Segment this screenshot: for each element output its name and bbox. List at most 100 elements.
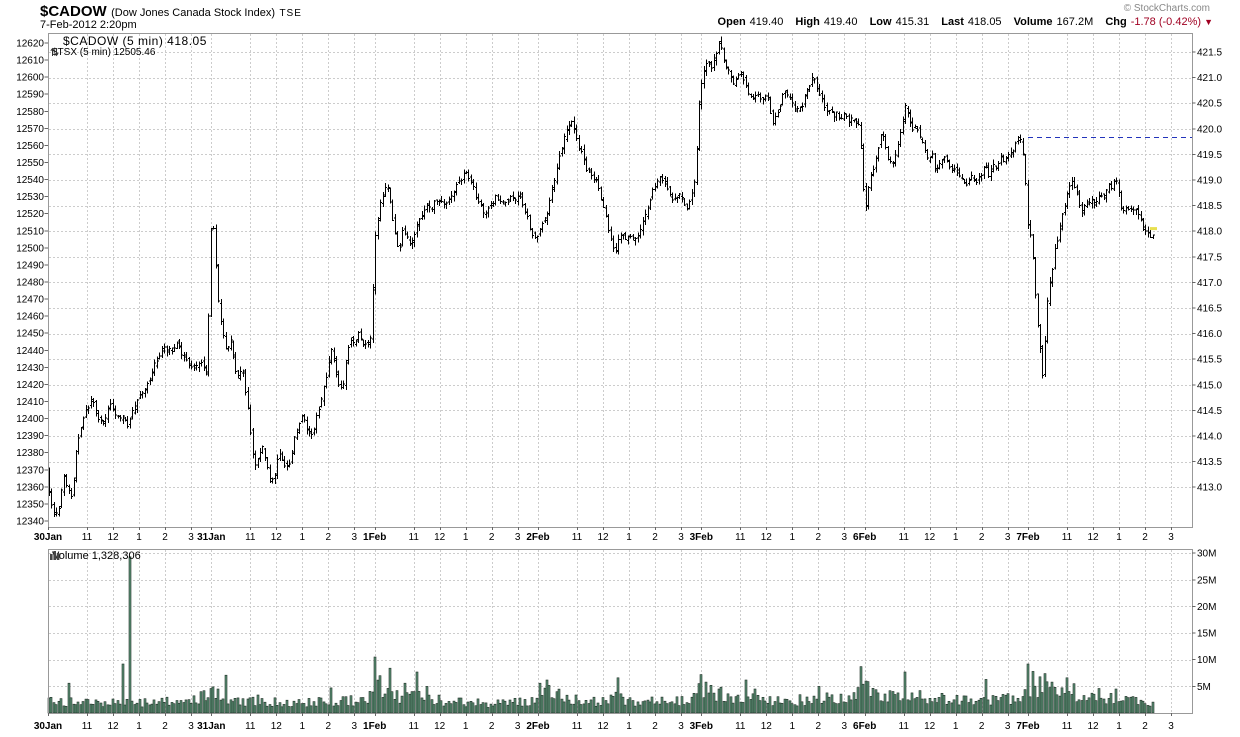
svg-text:12: 12 — [271, 532, 283, 543]
svg-text:3: 3 — [678, 721, 684, 732]
svg-text:2: 2 — [1142, 532, 1148, 543]
stat-volume-label: Volume — [1013, 16, 1053, 28]
stat-chg-value: -1.78 (-0.42%) — [1130, 16, 1202, 28]
svg-text:1: 1 — [136, 532, 142, 543]
svg-text:12: 12 — [271, 721, 283, 732]
svg-text:1: 1 — [463, 532, 469, 543]
svg-text:12520: 12520 — [16, 209, 44, 220]
svg-text:25M: 25M — [1197, 575, 1216, 586]
svg-text:12450: 12450 — [16, 329, 44, 340]
svg-text:11: 11 — [1062, 532, 1073, 543]
svg-text:417.0: 417.0 — [1197, 278, 1222, 289]
svg-text:11: 11 — [899, 532, 910, 543]
svg-text:11: 11 — [899, 721, 910, 732]
svg-text:5M: 5M — [1197, 682, 1211, 693]
stat-high-value: 419.40 — [823, 16, 858, 28]
quote-stats-row: Open 419.40 High 419.40 Low 415.31 Last 418.… — [709, 16, 1213, 28]
svg-text:12490: 12490 — [16, 260, 44, 271]
svg-text:1: 1 — [626, 532, 632, 543]
svg-text:416.0: 416.0 — [1197, 329, 1222, 340]
svg-text:12570: 12570 — [16, 124, 44, 135]
svg-text:20M: 20M — [1197, 602, 1216, 613]
svg-text:12: 12 — [1087, 532, 1099, 543]
copyright: © StockCharts.com — [1123, 3, 1210, 14]
svg-text:12460: 12460 — [16, 312, 44, 323]
svg-text:1: 1 — [463, 721, 469, 732]
stat-chg-label: Chg — [1105, 16, 1127, 28]
svg-text:414.0: 414.0 — [1197, 432, 1222, 443]
svg-text:12420: 12420 — [16, 380, 44, 391]
symbol-title: $CADOW — [40, 3, 107, 20]
svg-text:12: 12 — [924, 532, 936, 543]
svg-text:415.0: 415.0 — [1197, 380, 1222, 391]
stat-open-label: Open — [717, 16, 746, 28]
price-ohlc-bars — [48, 36, 1155, 517]
svg-text:11: 11 — [245, 532, 256, 543]
y-axis-labels: 12620 12610 12600 12590 12580 12570 12560 12550… — [16, 39, 1222, 693]
svg-text:12: 12 — [107, 532, 119, 543]
svg-text:413.5: 413.5 — [1197, 457, 1222, 468]
svg-text:12: 12 — [597, 532, 609, 543]
svg-text:1Feb: 1Feb — [363, 721, 386, 732]
volume-legend-text: Volume 1,328,306 — [52, 550, 141, 562]
svg-text:12480: 12480 — [16, 278, 44, 289]
svg-text:15M: 15M — [1197, 629, 1216, 640]
svg-text:3: 3 — [1168, 721, 1174, 732]
svg-text:1: 1 — [136, 721, 142, 732]
svg-text:417.5: 417.5 — [1197, 252, 1222, 263]
svg-text:11: 11 — [409, 721, 420, 732]
svg-text:12: 12 — [597, 721, 609, 732]
svg-text:11: 11 — [735, 721, 746, 732]
svg-text:12440: 12440 — [16, 346, 44, 357]
gridlines — [49, 34, 1191, 712]
svg-text:2: 2 — [489, 721, 495, 732]
svg-text:12: 12 — [761, 721, 773, 732]
svg-text:12470: 12470 — [16, 295, 44, 306]
stat-last-label: Last — [941, 16, 964, 28]
svg-text:12430: 12430 — [16, 363, 44, 374]
svg-text:30Jan: 30Jan — [34, 721, 62, 732]
stat-volume-value: 167.2M — [1056, 16, 1094, 28]
svg-text:12340: 12340 — [16, 517, 44, 528]
stat-low-value: 415.31 — [895, 16, 930, 28]
svg-text:12: 12 — [761, 532, 773, 543]
svg-text:1: 1 — [953, 721, 959, 732]
svg-text:12410: 12410 — [16, 397, 44, 408]
stat-last-value: 418.05 — [967, 16, 1002, 28]
svg-text:2: 2 — [326, 721, 332, 732]
svg-text:2: 2 — [652, 532, 658, 543]
exchange-label: TSE — [279, 8, 302, 19]
svg-text:12540: 12540 — [16, 175, 44, 186]
svg-text:31Jan: 31Jan — [197, 532, 225, 543]
svg-text:12: 12 — [1087, 721, 1099, 732]
svg-text:2: 2 — [162, 721, 168, 732]
svg-text:2: 2 — [326, 532, 332, 543]
svg-text:6Feb: 6Feb — [853, 532, 876, 543]
svg-text:3Feb: 3Feb — [690, 532, 713, 543]
svg-text:12580: 12580 — [16, 107, 44, 118]
svg-text:3: 3 — [1005, 721, 1011, 732]
svg-text:7Feb: 7Feb — [1016, 532, 1039, 543]
svg-text:2: 2 — [1142, 721, 1148, 732]
svg-text:12620: 12620 — [16, 39, 44, 50]
svg-text:2Feb: 2Feb — [526, 532, 549, 543]
svg-text:12350: 12350 — [16, 499, 44, 510]
svg-text:2: 2 — [489, 532, 495, 543]
svg-text:2Feb: 2Feb — [526, 721, 549, 732]
svg-text:416.5: 416.5 — [1197, 304, 1222, 315]
svg-text:3: 3 — [1005, 532, 1011, 543]
svg-text:420.0: 420.0 — [1197, 124, 1222, 135]
svg-text:2: 2 — [979, 721, 985, 732]
stat-low-label: Low — [869, 16, 892, 28]
svg-text:3: 3 — [352, 532, 358, 543]
svg-text:6Feb: 6Feb — [853, 721, 876, 732]
stat-open-value: 419.40 — [749, 16, 784, 28]
svg-text:12: 12 — [924, 721, 936, 732]
svg-text:30M: 30M — [1197, 549, 1216, 560]
svg-text:1: 1 — [790, 532, 796, 543]
svg-text:418.0: 418.0 — [1197, 227, 1222, 238]
svg-text:421.0: 421.0 — [1197, 73, 1222, 84]
svg-text:12610: 12610 — [16, 56, 44, 67]
